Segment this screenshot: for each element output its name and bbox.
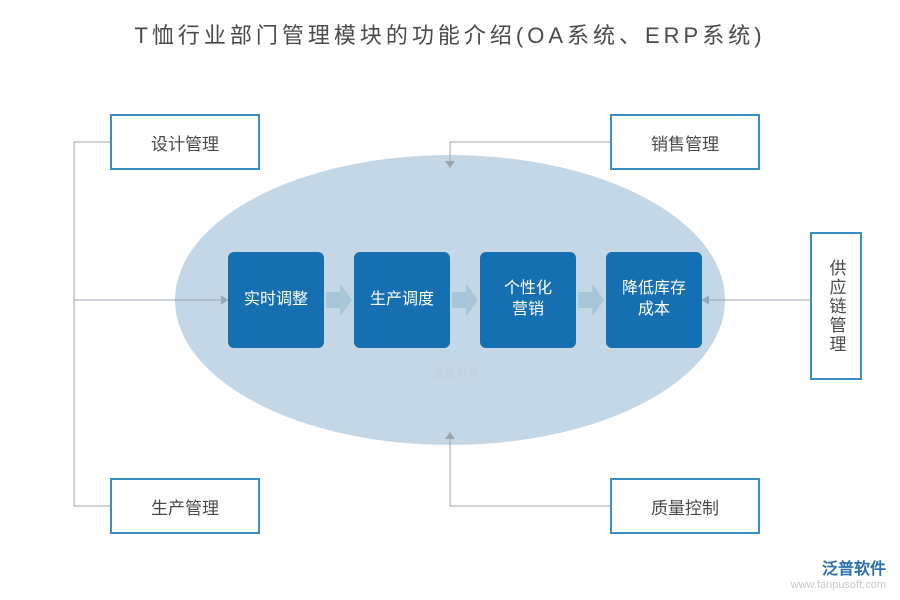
outer-box-prod: 生产管理 [110, 478, 260, 534]
watermark: 泛普软件 [432, 364, 480, 381]
outer-box-design: 设计管理 [110, 114, 260, 170]
inner-box: 降低库存 成本 [606, 252, 702, 348]
outer-box-label: 销售管理 [651, 130, 719, 155]
outer-box-label: 生产管理 [151, 494, 219, 519]
flow-arrow-icon [452, 284, 478, 316]
outer-box-label: 供应链管理 [824, 259, 849, 354]
flow-arrow-icon [326, 284, 352, 316]
inner-box: 个性化 营销 [480, 252, 576, 348]
outer-box-label: 质量控制 [651, 494, 719, 519]
watermark-text: 泛普软件 [432, 366, 480, 380]
outer-box-label: 设计管理 [151, 130, 219, 155]
flow-arrow-icon [578, 284, 604, 316]
inner-box: 生产调度 [354, 252, 450, 348]
footer-brand-name: 泛普软件 [791, 560, 886, 579]
footer-brand-url: www.fanpusoft.com [791, 579, 886, 592]
inner-box: 实时调整 [228, 252, 324, 348]
outer-box-sales: 销售管理 [610, 114, 760, 170]
outer-box-supply: 供应链管理 [810, 232, 862, 380]
outer-box-quality: 质量控制 [610, 478, 760, 534]
footer-brand: 泛普软件 www.fanpusoft.com [791, 560, 886, 592]
